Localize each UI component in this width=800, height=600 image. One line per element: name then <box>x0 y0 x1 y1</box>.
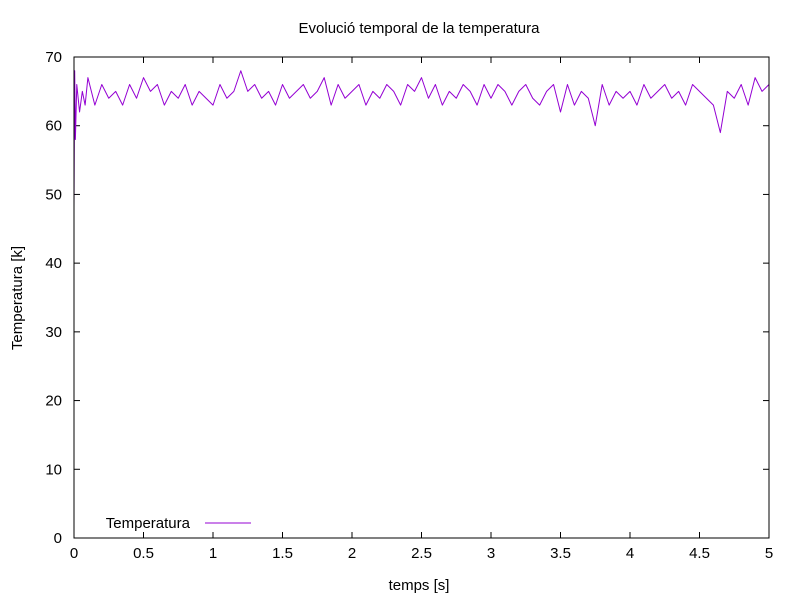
x-tick-label: 0 <box>70 545 78 562</box>
plot-frame <box>73 56 770 539</box>
y-tick-label: 40 <box>45 255 62 272</box>
x-tick-label: 3.5 <box>550 545 571 562</box>
x-tick-label: 5 <box>765 545 773 562</box>
x-tick-label: 0.5 <box>133 545 154 562</box>
y-tick-label: 10 <box>45 461 62 478</box>
y-tick-label: 20 <box>45 393 62 410</box>
x-tick-label: 4 <box>626 545 634 562</box>
x-tick-label: 1.5 <box>272 545 293 562</box>
y-tick-label: 60 <box>45 118 62 135</box>
x-tick-label: 2 <box>348 545 356 562</box>
chart-title: Evolució temporal de la temperatura <box>299 20 541 37</box>
x-axis-label: temps [s] <box>389 577 450 594</box>
x-tick-label: 1 <box>209 545 217 562</box>
y-tick-label: 50 <box>45 186 62 203</box>
legend: Temperatura <box>106 515 251 532</box>
legend-label-temperatura: Temperatura <box>106 515 191 532</box>
y-tick-label: 30 <box>45 324 62 341</box>
x-tick-label: 4.5 <box>689 545 710 562</box>
series-layer <box>73 70 770 209</box>
series-line-0 <box>73 70 770 209</box>
y-axis-label: Temperatura [k] <box>9 246 26 350</box>
x-tick-label: 2.5 <box>411 545 432 562</box>
x-tick-label: 3 <box>487 545 495 562</box>
y-tick-label: 0 <box>54 530 62 547</box>
y-tick-label: 70 <box>45 49 62 66</box>
